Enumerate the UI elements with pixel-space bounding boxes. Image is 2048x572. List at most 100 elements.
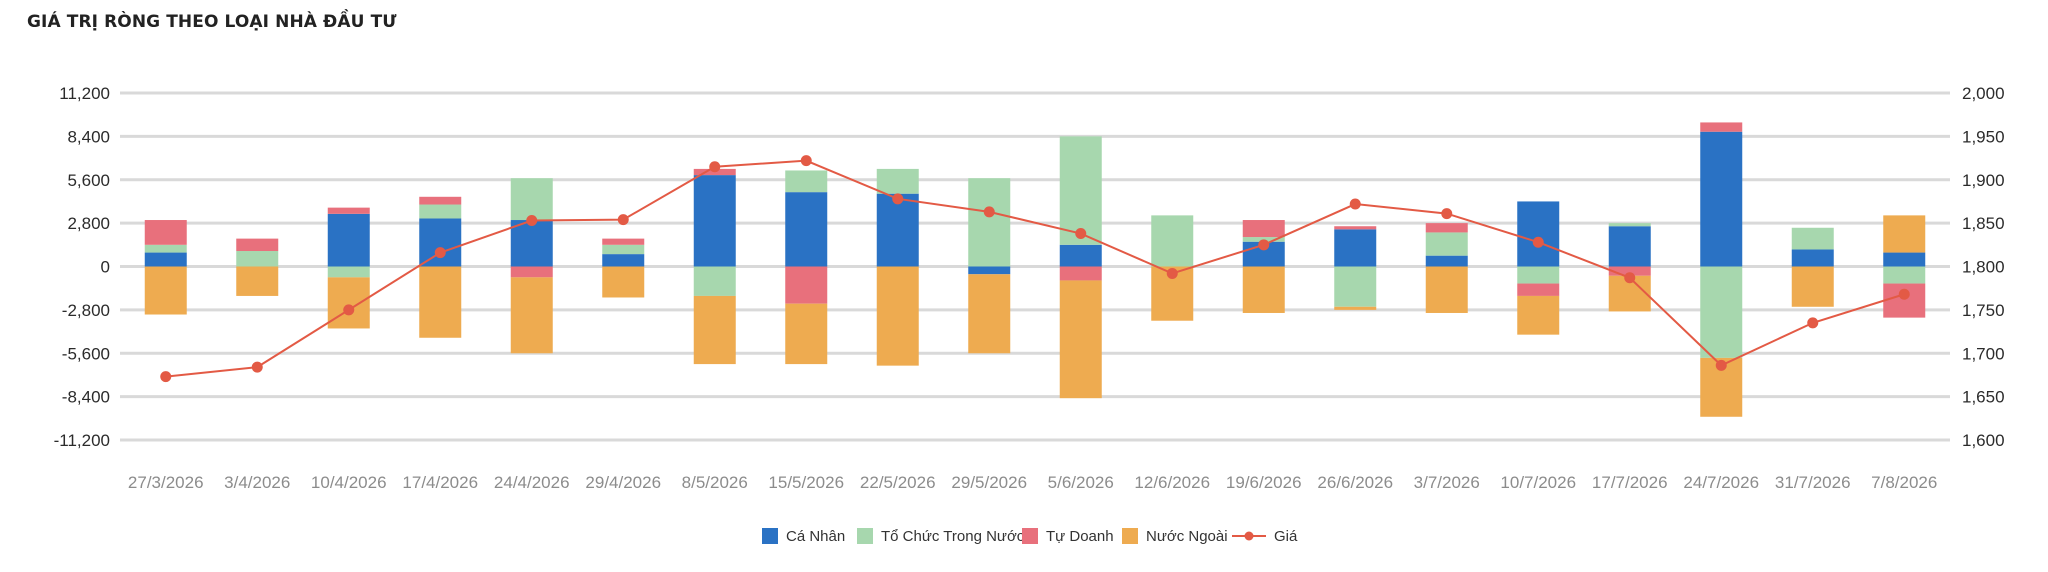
bar-to-chuc-trong-nuoc[interactable] [510, 178, 553, 221]
bar-nuoc-ngoai[interactable] [510, 277, 553, 354]
bar-tu-doanh[interactable] [419, 196, 462, 205]
bar-ca-nhan[interactable] [144, 252, 187, 267]
bar-nuoc-ngoai[interactable] [144, 266, 187, 315]
price-point[interactable] [1075, 228, 1087, 240]
x-axis-tick-label: 5/6/2026 [1048, 473, 1114, 492]
bar-to-chuc-trong-nuoc[interactable] [1883, 266, 1926, 284]
price-point[interactable] [1807, 317, 1819, 329]
bar-nuoc-ngoai[interactable] [236, 266, 279, 296]
bar-nuoc-ngoai[interactable] [602, 266, 645, 298]
bar-nuoc-ngoai[interactable] [1059, 280, 1102, 399]
bar-nuoc-ngoai[interactable] [1517, 295, 1560, 335]
price-point[interactable] [1624, 272, 1636, 284]
legend-item-gia[interactable]: Giá [1232, 528, 1298, 545]
bar-ca-nhan[interactable] [1883, 252, 1926, 267]
left-axis-tick-label: -11,200 [54, 431, 110, 450]
bar-to-chuc-trong-nuoc[interactable] [1700, 266, 1743, 358]
bar-tu-doanh[interactable] [1517, 283, 1560, 296]
price-point[interactable] [1349, 198, 1361, 210]
bar-ca-nhan[interactable] [1517, 201, 1560, 267]
bar-tu-doanh[interactable] [1242, 220, 1285, 238]
bar-to-chuc-trong-nuoc[interactable] [1334, 266, 1377, 307]
price-line [165, 159, 1905, 378]
bar-ca-nhan[interactable] [510, 220, 553, 267]
bar-to-chuc-trong-nuoc[interactable] [144, 244, 187, 253]
price-point[interactable] [434, 247, 446, 259]
bar-nuoc-ngoai[interactable] [968, 274, 1011, 354]
bar-ca-nhan[interactable] [1791, 249, 1834, 267]
bar-to-chuc-trong-nuoc[interactable] [602, 244, 645, 255]
price-point[interactable] [160, 371, 172, 383]
price-point[interactable] [526, 215, 538, 227]
x-axis-tick-label: 29/4/2026 [585, 473, 661, 492]
price-point[interactable] [343, 304, 355, 316]
bar-tu-doanh[interactable] [510, 266, 553, 278]
bar-to-chuc-trong-nuoc[interactable] [1608, 223, 1651, 227]
bar-to-chuc-trong-nuoc[interactable] [968, 178, 1011, 267]
bar-to-chuc-trong-nuoc[interactable] [785, 170, 828, 193]
bar-to-chuc-trong-nuoc[interactable] [876, 168, 919, 194]
legend-item-ca-nhan[interactable]: Cá Nhân [762, 528, 845, 545]
price-point[interactable] [1898, 288, 1910, 300]
bar-tu-doanh[interactable] [327, 207, 370, 214]
bar-ca-nhan[interactable] [693, 175, 736, 267]
bar-ca-nhan[interactable] [876, 193, 919, 267]
bar-to-chuc-trong-nuoc[interactable] [236, 251, 279, 267]
bar-tu-doanh[interactable] [1883, 283, 1926, 318]
price-point[interactable] [1441, 208, 1453, 220]
bar-ca-nhan[interactable] [419, 218, 462, 267]
bar-to-chuc-trong-nuoc[interactable] [419, 204, 462, 219]
bar-nuoc-ngoai[interactable] [1425, 266, 1468, 313]
bar-nuoc-ngoai[interactable] [419, 266, 462, 338]
bar-tu-doanh[interactable] [236, 238, 279, 252]
bar-nuoc-ngoai[interactable] [327, 277, 370, 329]
legend-item-nuoc-ngoai[interactable]: Nước Ngoài [1122, 528, 1228, 545]
bar-nuoc-ngoai[interactable] [693, 295, 736, 365]
bar-tu-doanh[interactable] [785, 266, 828, 304]
bar-tu-doanh[interactable] [602, 238, 645, 245]
bar-ca-nhan[interactable] [1425, 255, 1468, 267]
bar-to-chuc-trong-nuoc[interactable] [1151, 215, 1194, 267]
bar-nuoc-ngoai[interactable] [876, 266, 919, 366]
legend-item-to-chuc-trong-nuoc[interactable]: Tổ Chức Trong Nước [857, 528, 1025, 545]
price-point[interactable] [709, 161, 721, 173]
bar-ca-nhan[interactable] [785, 192, 828, 267]
bar-nuoc-ngoai[interactable] [1883, 215, 1926, 253]
bar-ca-nhan[interactable] [1334, 229, 1377, 267]
bar-ca-nhan[interactable] [968, 266, 1011, 275]
bar-nuoc-ngoai[interactable] [1334, 306, 1377, 310]
price-point[interactable] [983, 206, 995, 218]
bar-tu-doanh[interactable] [1608, 266, 1651, 276]
bar-ca-nhan[interactable] [602, 254, 645, 267]
bar-to-chuc-trong-nuoc[interactable] [1059, 136, 1102, 245]
legend-swatch [1122, 528, 1138, 544]
bar-to-chuc-trong-nuoc[interactable] [1791, 227, 1834, 250]
bar-tu-doanh[interactable] [1425, 223, 1468, 233]
bar-to-chuc-trong-nuoc[interactable] [693, 266, 736, 296]
bar-nuoc-ngoai[interactable] [1791, 266, 1834, 307]
legend-item-tu-doanh[interactable]: Tự Doanh [1022, 528, 1114, 545]
price-point[interactable] [617, 214, 629, 226]
bar-tu-doanh[interactable] [1059, 266, 1102, 281]
bar-tu-doanh[interactable] [1334, 226, 1377, 230]
price-point[interactable] [892, 193, 904, 205]
legend[interactable]: Cá Nhân Tổ Chức Trong Nước Tự Doanh Nước Ng… [762, 528, 1298, 545]
price-point[interactable] [251, 361, 263, 373]
bar-nuoc-ngoai[interactable] [1242, 266, 1285, 313]
bar-to-chuc-trong-nuoc[interactable] [1425, 232, 1468, 256]
price-point[interactable] [1258, 239, 1270, 251]
bar-ca-nhan[interactable] [1700, 131, 1743, 267]
bar-ca-nhan[interactable] [1608, 226, 1651, 267]
bar-tu-doanh[interactable] [1700, 122, 1743, 132]
price-point[interactable] [800, 155, 812, 167]
bar-to-chuc-trong-nuoc[interactable] [327, 266, 370, 278]
price-point[interactable] [1532, 236, 1544, 248]
price-point[interactable] [1166, 267, 1178, 279]
bar-to-chuc-trong-nuoc[interactable] [1517, 266, 1560, 284]
bar-ca-nhan[interactable] [1059, 244, 1102, 267]
bar-ca-nhan[interactable] [327, 213, 370, 267]
price-point[interactable] [1715, 359, 1727, 371]
bar-nuoc-ngoai[interactable] [785, 303, 828, 365]
bar-tu-doanh[interactable] [144, 220, 187, 245]
